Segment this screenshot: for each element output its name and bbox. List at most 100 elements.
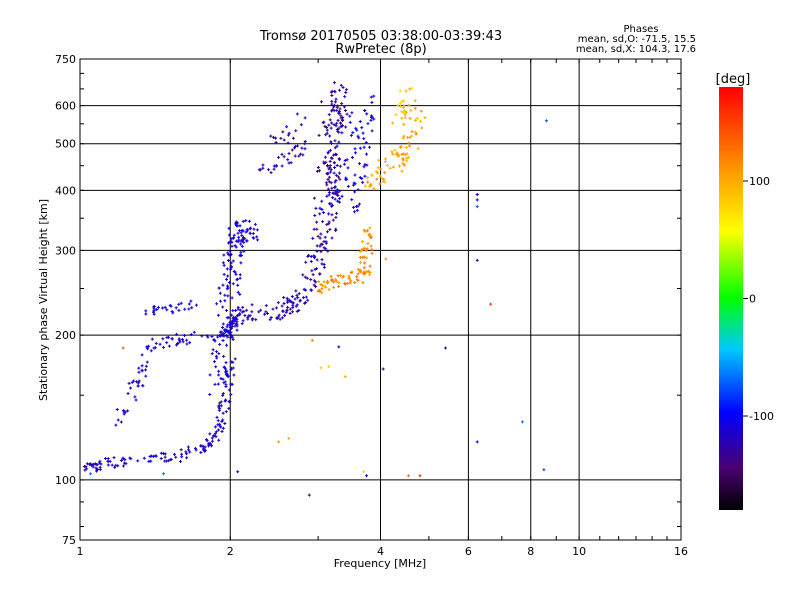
data-point xyxy=(333,180,337,184)
data-point xyxy=(229,261,233,265)
data-point xyxy=(286,141,290,145)
data-point xyxy=(217,438,221,442)
data-point xyxy=(144,364,148,368)
data-point xyxy=(165,308,169,312)
data-point xyxy=(225,284,229,288)
data-point xyxy=(274,136,278,140)
data-point xyxy=(341,118,345,122)
data-point xyxy=(136,459,140,463)
data-point xyxy=(228,280,232,284)
data-point xyxy=(225,325,229,329)
data-point xyxy=(213,432,217,436)
data-point xyxy=(221,326,225,330)
colorbar xyxy=(719,87,743,510)
data-point xyxy=(362,145,366,149)
data-point xyxy=(188,450,192,454)
data-point xyxy=(129,386,133,390)
data-point xyxy=(216,423,220,427)
data-point xyxy=(314,206,318,210)
data-point xyxy=(346,184,350,188)
data-point xyxy=(319,282,323,286)
data-point xyxy=(333,139,337,143)
data-point xyxy=(212,360,216,364)
data-point xyxy=(95,468,99,472)
data-point xyxy=(215,415,219,419)
data-point xyxy=(282,295,286,299)
data-point xyxy=(403,163,407,167)
data-point xyxy=(303,147,307,151)
data-point xyxy=(116,418,120,422)
data-point xyxy=(135,380,139,384)
data-point xyxy=(267,168,271,172)
data-point xyxy=(312,254,316,258)
data-point xyxy=(370,248,374,252)
x-tick-label: 1 xyxy=(77,545,84,558)
data-point xyxy=(413,106,417,110)
data-point xyxy=(329,274,333,278)
data-point xyxy=(287,151,291,155)
data-point xyxy=(410,130,414,134)
data-point xyxy=(361,239,365,243)
data-point xyxy=(286,298,290,302)
data-point xyxy=(334,97,338,101)
data-point xyxy=(177,302,181,306)
data-point xyxy=(229,393,233,397)
y-tick-label: 750 xyxy=(55,53,76,66)
data-point xyxy=(311,273,315,277)
data-point xyxy=(287,131,291,135)
data-point xyxy=(146,347,150,351)
data-point xyxy=(221,283,225,287)
data-point xyxy=(322,263,326,267)
y-tick-label: 300 xyxy=(55,244,76,257)
data-point xyxy=(217,373,221,377)
data-point xyxy=(404,110,408,114)
data-point xyxy=(90,463,94,467)
data-point xyxy=(187,302,191,306)
data-point xyxy=(251,317,255,321)
data-point xyxy=(167,344,171,348)
data-point xyxy=(475,440,479,444)
data-point xyxy=(444,346,448,350)
data-point xyxy=(410,86,414,90)
data-point xyxy=(180,452,184,456)
data-point xyxy=(216,313,220,317)
data-point xyxy=(185,338,189,342)
data-point xyxy=(418,474,422,478)
data-point xyxy=(234,317,238,321)
data-point xyxy=(544,119,548,123)
data-point xyxy=(281,309,285,313)
data-point xyxy=(344,88,348,92)
data-point xyxy=(358,119,362,123)
data-point xyxy=(309,254,313,258)
data-point xyxy=(362,165,366,169)
data-point xyxy=(89,472,93,476)
data-point xyxy=(363,246,367,250)
x-tick-label: 2 xyxy=(227,545,234,558)
stats-line-o: mean, sd,O: -71.5, 15.5 xyxy=(578,34,696,45)
data-point xyxy=(340,194,344,198)
data-point xyxy=(385,163,389,167)
data-point xyxy=(224,410,228,414)
data-point xyxy=(253,222,257,226)
data-point xyxy=(229,330,233,334)
data-point xyxy=(408,116,412,120)
data-point xyxy=(218,291,222,295)
data-point xyxy=(354,204,358,208)
data-point xyxy=(163,305,167,309)
data-point xyxy=(255,235,259,239)
data-point xyxy=(376,165,380,169)
data-point xyxy=(365,474,369,478)
data-point xyxy=(330,186,334,190)
data-point xyxy=(221,305,225,309)
data-point xyxy=(226,259,230,263)
data-point xyxy=(343,375,347,379)
data-point xyxy=(236,290,240,294)
data-point xyxy=(324,241,328,245)
data-point xyxy=(384,157,388,161)
data-point xyxy=(254,318,258,322)
data-point xyxy=(223,421,227,425)
data-point xyxy=(231,360,235,364)
data-point xyxy=(327,167,331,171)
data-point xyxy=(325,230,329,234)
data-point xyxy=(302,301,306,305)
